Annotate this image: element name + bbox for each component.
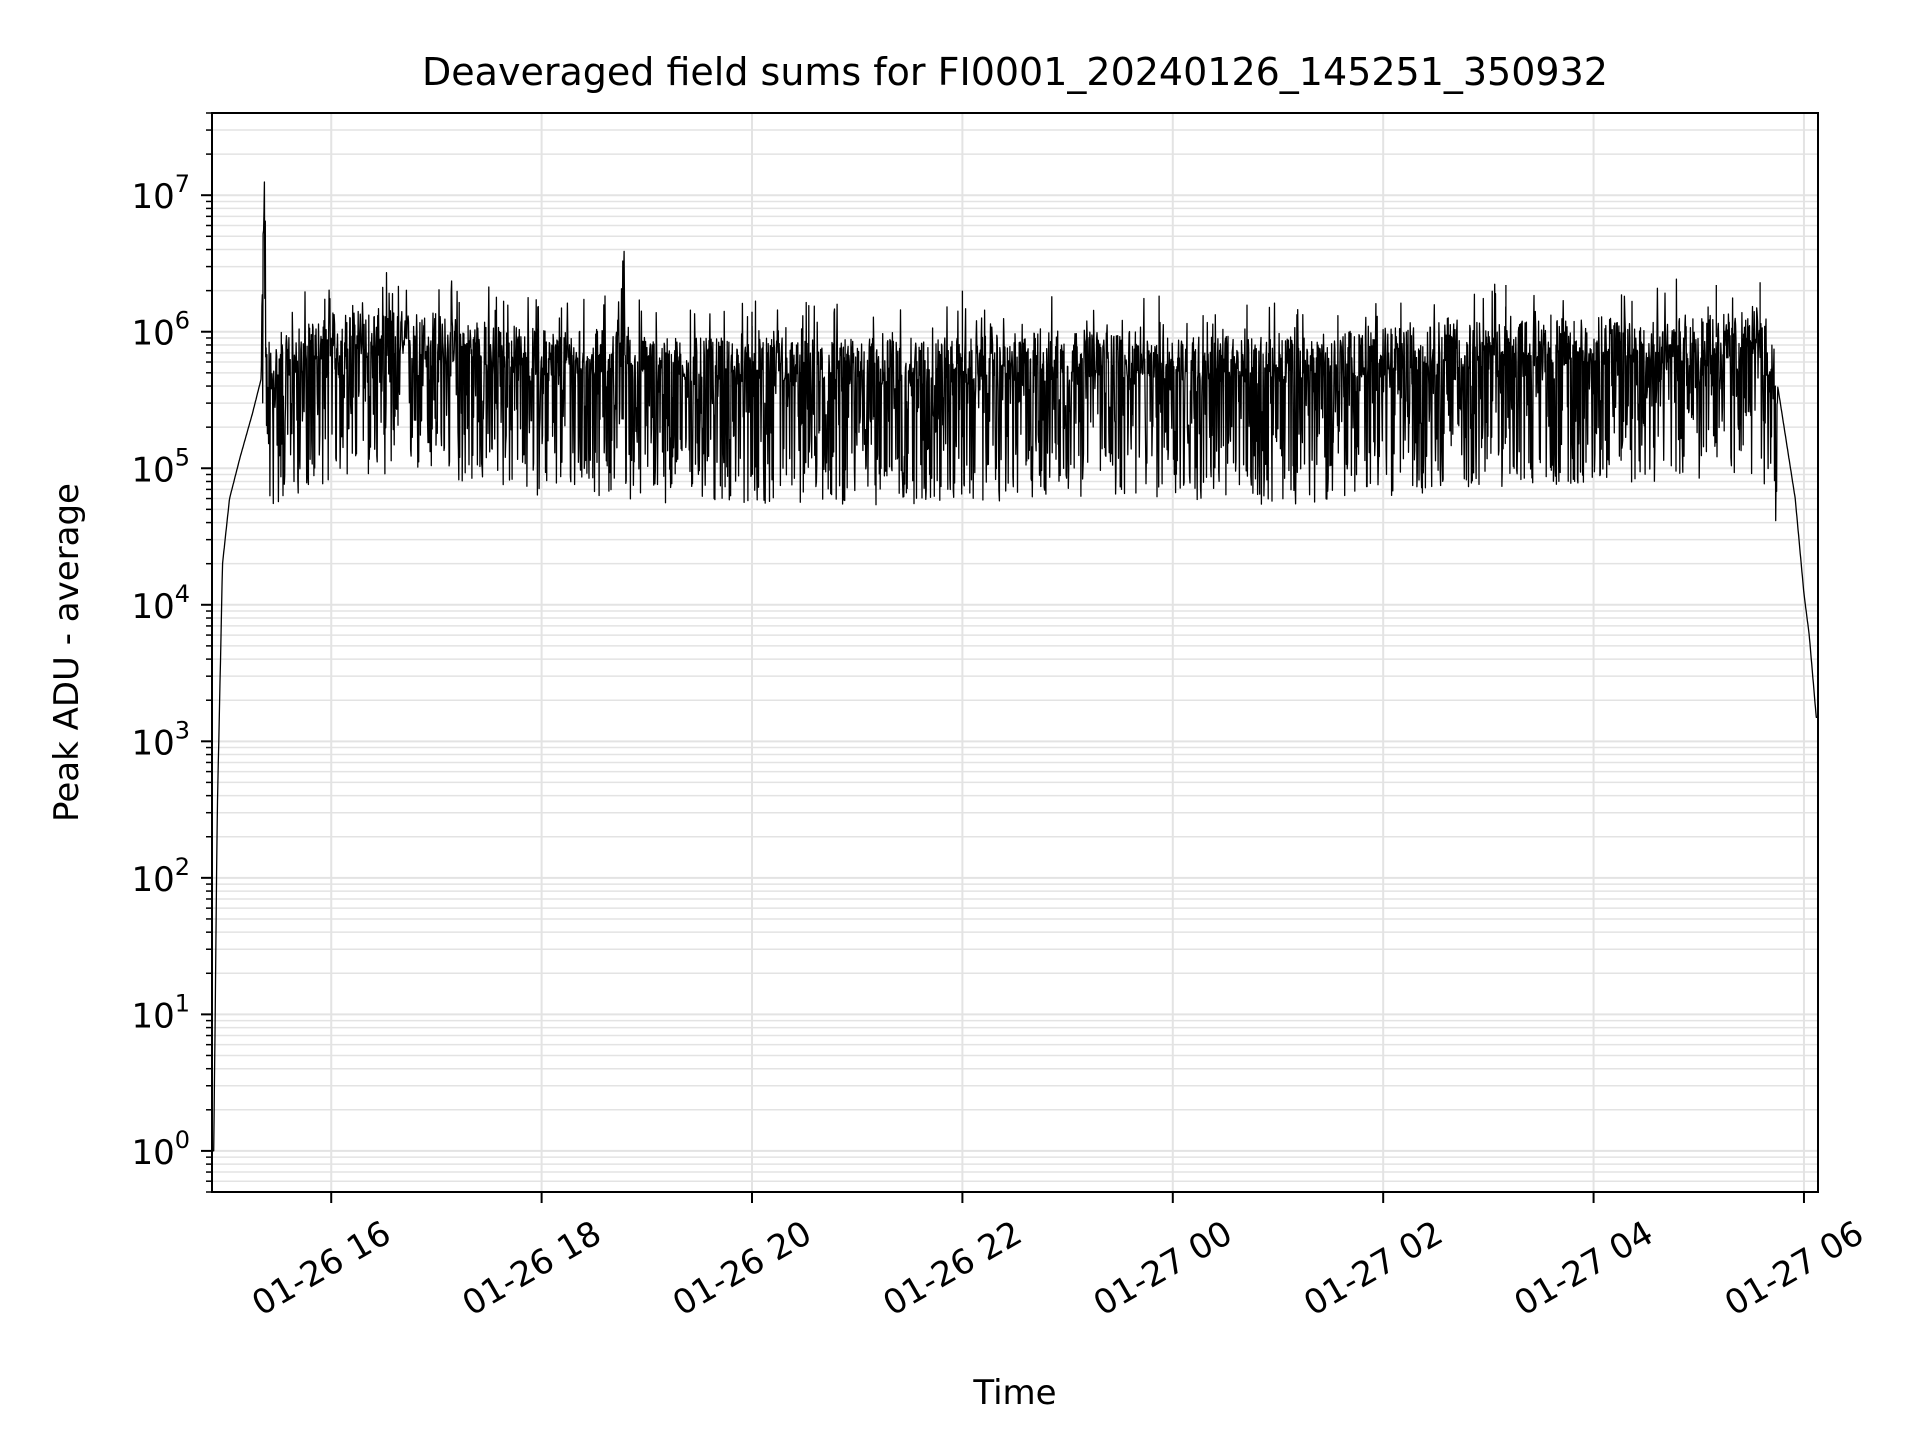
chart-title: Deaveraged field sums for FI0001_2024012… (422, 50, 1608, 94)
grid (212, 112, 1818, 1193)
y-axis-label: Peak ADU - average (47, 483, 87, 822)
y-tick-label: 107 (131, 170, 190, 217)
y-tick-label: 100 (131, 1126, 190, 1173)
y-tick-label: 104 (131, 580, 190, 627)
y-tick-label: 102 (131, 853, 190, 900)
y-tick-label: 103 (131, 716, 190, 763)
y-tick-label: 101 (131, 989, 190, 1036)
y-tick-label: 105 (131, 443, 190, 490)
axes-frame (211, 112, 1819, 1193)
y-axis: 100 101 102 103 104 105 106 107 (131, 112, 212, 1193)
plot-area (211, 181, 1819, 1152)
series-line (211, 181, 1819, 1152)
x-axis-label: Time (972, 1373, 1056, 1413)
y-tick-label: 106 (131, 307, 190, 354)
